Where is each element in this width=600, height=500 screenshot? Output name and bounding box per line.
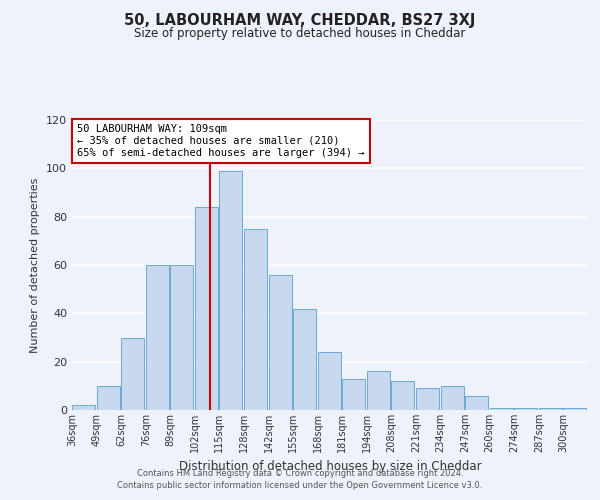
X-axis label: Distribution of detached houses by size in Cheddar: Distribution of detached houses by size … (179, 460, 481, 473)
Bar (490, 408, 513, 410)
Text: Size of property relative to detached houses in Cheddar: Size of property relative to detached ho… (134, 28, 466, 40)
Bar (170, 265, 193, 410)
Bar (220, 171, 242, 410)
Bar (244, 229, 267, 410)
Bar (318, 352, 341, 410)
Text: Contains HM Land Registry data © Crown copyright and database right 2024.: Contains HM Land Registry data © Crown c… (137, 468, 463, 477)
Text: 50, LABOURHAM WAY, CHEDDAR, BS27 3XJ: 50, LABOURHAM WAY, CHEDDAR, BS27 3XJ (124, 12, 476, 28)
Bar (465, 396, 488, 410)
Bar (416, 388, 439, 410)
Bar (342, 378, 365, 410)
Text: 50 LABOURHAM WAY: 109sqm
← 35% of detached houses are smaller (210)
65% of semi-: 50 LABOURHAM WAY: 109sqm ← 35% of detach… (77, 124, 365, 158)
Bar (367, 372, 390, 410)
Bar (97, 386, 119, 410)
Bar (563, 408, 586, 410)
Bar (121, 338, 144, 410)
Bar (146, 265, 169, 410)
Y-axis label: Number of detached properties: Number of detached properties (31, 178, 40, 352)
Bar (269, 274, 292, 410)
Bar (195, 207, 218, 410)
Bar (514, 408, 538, 410)
Bar (440, 386, 464, 410)
Bar (293, 308, 316, 410)
Bar (539, 408, 562, 410)
Bar (72, 405, 95, 410)
Bar (391, 381, 415, 410)
Text: Contains public sector information licensed under the Open Government Licence v3: Contains public sector information licen… (118, 481, 482, 490)
